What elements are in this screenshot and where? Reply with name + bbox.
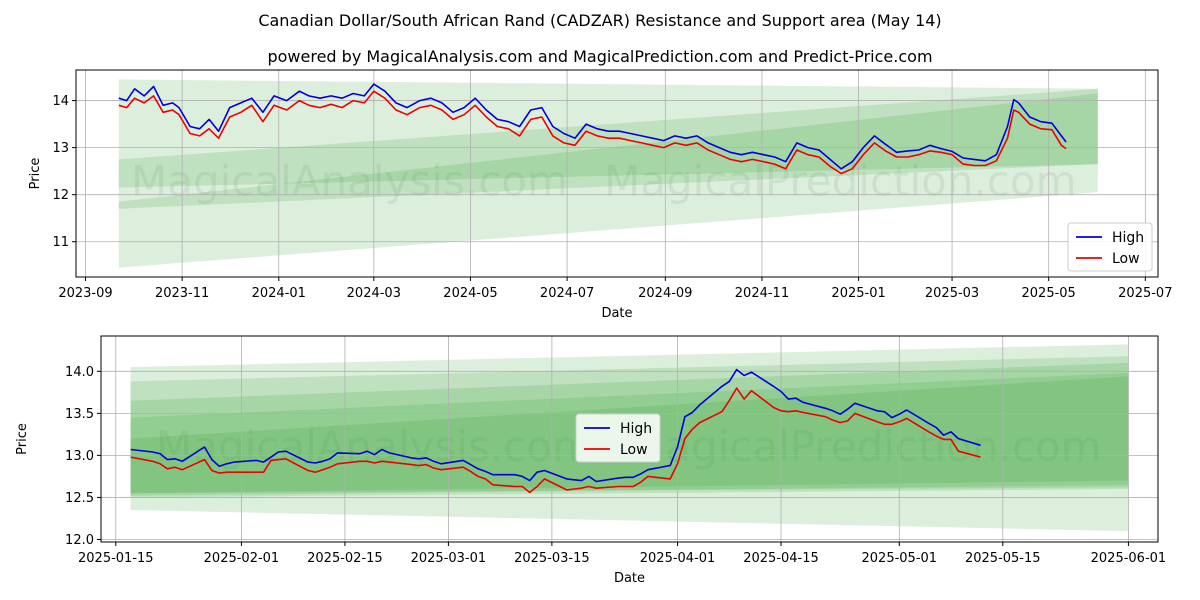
y-tick-label: 11 <box>52 235 69 250</box>
x-axis-label: Date <box>614 571 645 586</box>
y-tick-label: 13 <box>52 141 69 156</box>
chart-title: Canadian Dollar/South African Rand (CADZ… <box>258 11 941 30</box>
x-tick-label: 2025-03 <box>925 286 979 301</box>
series-line-high <box>130 368 981 483</box>
legend-label-high: High <box>1112 230 1144 246</box>
watermark-layer: MagicalAnalysis.com MagicalPrediction.com <box>131 157 1077 206</box>
x-tick-label: 2025-04-01 <box>640 551 716 566</box>
plot-frame <box>75 69 1159 278</box>
y-tick-label: 12.5 <box>65 491 94 506</box>
support-resistance-band <box>118 93 1098 209</box>
x-tick-label: 2024-01 <box>252 286 306 301</box>
legend-label-low: Low <box>1112 251 1140 267</box>
series-line-low <box>118 90 1067 175</box>
series-layer <box>118 83 1067 175</box>
x-tick-label: 2024-03 <box>347 286 401 301</box>
x-tick-label: 2025-01-15 <box>78 551 154 566</box>
x-tick-label: 2025-05-15 <box>965 551 1041 566</box>
legend: High Low <box>1067 222 1153 272</box>
x-tick-label: 2025-01 <box>831 286 885 301</box>
x-tick-label: 2024-07 <box>540 286 594 301</box>
legend-box <box>1067 222 1153 272</box>
chart-subtitle: powered by MagicalAnalysis.com and Magic… <box>267 47 932 66</box>
legend-label-low: Low <box>620 442 648 458</box>
y-tick-label: 12 <box>52 188 69 203</box>
legend-label-high: High <box>620 421 652 437</box>
y-tick-label: 14 <box>52 94 69 109</box>
chart-panel-bottom: MagicalAnalysis.com MagicalPrediction.com… <box>15 335 1166 586</box>
support-resistance-band <box>118 79 1098 132</box>
x-tick-label: 2025-03-01 <box>411 551 487 566</box>
series-line-low <box>130 387 981 494</box>
series-layer <box>130 368 981 494</box>
x-tick-label: 2023-09 <box>58 286 112 301</box>
y-tick-label: 14.0 <box>65 365 94 380</box>
x-tick-label: 2025-04-15 <box>743 551 819 566</box>
x-tick-label: 2024-11 <box>735 286 789 301</box>
x-tick-label: 2025-05-01 <box>862 551 938 566</box>
support-resistance-band <box>118 102 1098 268</box>
y-tick-label: 13.5 <box>65 407 94 422</box>
watermark-text: MagicalAnalysis.com <box>131 157 568 206</box>
x-tick-label: 2025-07 <box>1118 286 1172 301</box>
x-tick-label: 2025-06-01 <box>1091 551 1167 566</box>
watermark-text: MagicalPrediction.com <box>604 157 1077 206</box>
x-tick-label: 2025-05 <box>1022 286 1076 301</box>
legend: High Low <box>575 413 661 463</box>
watermark-layer: MagicalAnalysis.com MagicalPrediction.com <box>156 422 1102 471</box>
x-tick-label: 2025-02-15 <box>307 551 383 566</box>
x-axis-label: Date <box>601 306 632 321</box>
y-axis-label: Price <box>15 423 30 455</box>
series-line-high <box>118 83 1067 170</box>
x-tick-label: 2025-03-15 <box>514 551 590 566</box>
x-tick-label: 2025-02-01 <box>204 551 280 566</box>
watermark-text: MagicalPrediction.com <box>629 422 1102 471</box>
band-layer <box>118 79 1098 268</box>
chart-panel-top: MagicalAnalysis.com MagicalPrediction.com… <box>28 69 1172 321</box>
y-axis-label: Price <box>28 158 43 190</box>
legend-box <box>575 413 661 463</box>
x-tick-label: 2023-11 <box>155 286 209 301</box>
y-tick-label: 13.0 <box>65 449 94 464</box>
y-tick-label: 12.0 <box>65 533 94 548</box>
plot-frame <box>100 335 1159 543</box>
x-tick-label: 2024-09 <box>638 286 692 301</box>
tick-layer: 2025-01-15 2025-02-01 2025-02-15 2025-03-01… <box>65 365 1166 566</box>
tick-layer: 2023-09 2023-11 2024-01 2024-03 2024-05 2024-… <box>52 94 1172 301</box>
x-tick-label: 2024-05 <box>443 286 497 301</box>
